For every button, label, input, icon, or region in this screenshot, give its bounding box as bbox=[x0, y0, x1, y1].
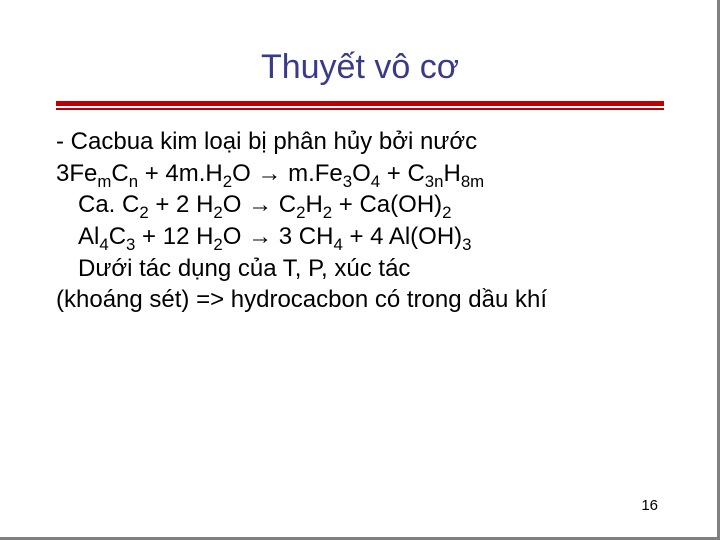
eq-part: C bbox=[109, 223, 126, 250]
eq-part: Al bbox=[78, 223, 99, 250]
slide-content: - Cacbua kim loại bị phân hủy bởi nước 3… bbox=[56, 126, 664, 316]
slide-container: Thuyết vô cơ - Cacbua kim loại bị phân h… bbox=[0, 0, 720, 316]
eq-part: H bbox=[443, 160, 460, 187]
sub: 8m bbox=[461, 171, 484, 190]
content-line-5: Dưới tác dụng của T, P, xúc tác bbox=[56, 253, 664, 285]
sub: 3n bbox=[425, 171, 444, 190]
eq-part: + 2 H bbox=[149, 191, 214, 218]
content-line-2: 3FemCn + 4m.H2O → m.Fe3O4 + C3nH8m bbox=[56, 158, 664, 190]
eq-part: + 4m.H bbox=[138, 160, 223, 187]
text: Cacbua kim loại bị phân hủy bởi nước bbox=[71, 128, 477, 155]
sub: 2 bbox=[213, 235, 222, 254]
eq-part: + 4 Al(OH) bbox=[343, 223, 462, 250]
sub: 2 bbox=[139, 203, 148, 222]
page-number: 16 bbox=[641, 497, 658, 514]
eq-part: O → C bbox=[223, 191, 296, 218]
sub: 3 bbox=[126, 235, 135, 254]
sub: m bbox=[97, 171, 111, 190]
content-line-6: (khoáng sét) => hydrocacbon có trong dầu… bbox=[56, 284, 664, 316]
title-rule-thick bbox=[56, 101, 664, 106]
eq-part: H bbox=[305, 191, 322, 218]
eq-part: Ca. C bbox=[78, 191, 139, 218]
sub: 2 bbox=[323, 203, 332, 222]
content-line-3: Ca. C2 + 2 H2O → C2H2 + Ca(OH)2 bbox=[56, 189, 664, 221]
sub: 4 bbox=[371, 171, 380, 190]
eq-part: + C bbox=[380, 160, 425, 187]
sub: 2 bbox=[213, 203, 222, 222]
slide-title: Thuyết vô cơ bbox=[56, 48, 664, 87]
sub: 2 bbox=[223, 171, 232, 190]
sub: 4 bbox=[99, 235, 108, 254]
sub: 3 bbox=[343, 171, 352, 190]
sub: n bbox=[129, 171, 138, 190]
content-line-1: - Cacbua kim loại bị phân hủy bởi nước bbox=[56, 126, 664, 158]
bullet-dash: - bbox=[56, 128, 71, 155]
title-rule-thin bbox=[56, 108, 664, 110]
sub: 2 bbox=[442, 203, 451, 222]
sub: 4 bbox=[333, 235, 342, 254]
content-line-4: Al4C3 + 12 H2O → 3 CH4 + 4 Al(OH)3 bbox=[56, 221, 664, 253]
eq-part: + 12 H bbox=[135, 223, 213, 250]
sub: 3 bbox=[462, 235, 471, 254]
eq-part: O bbox=[352, 160, 371, 187]
eq-part: O → 3 CH bbox=[223, 223, 334, 250]
eq-part: C bbox=[111, 160, 128, 187]
eq-part: + Ca(OH) bbox=[332, 191, 442, 218]
eq-part: O → m.Fe bbox=[232, 160, 343, 187]
eq-part: 3Fe bbox=[56, 160, 97, 187]
